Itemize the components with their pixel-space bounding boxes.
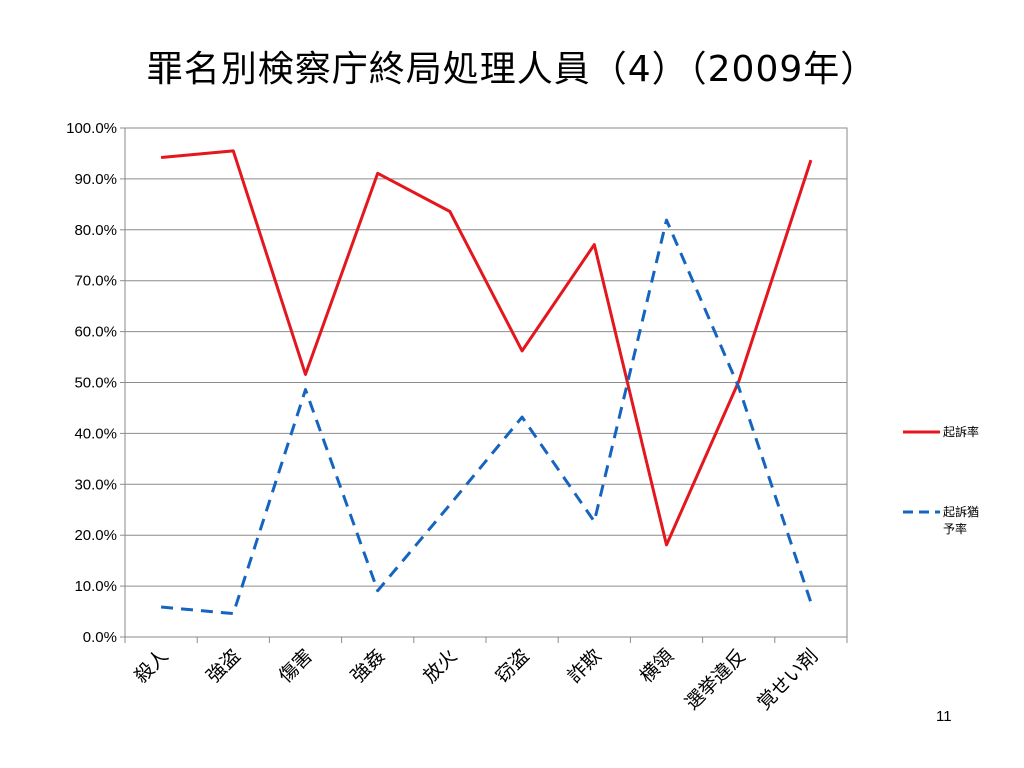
legend-label-line: 起訴率 (943, 424, 979, 439)
x-category-label: 選挙違反 (681, 645, 750, 714)
x-category-label: 殺人 (130, 645, 172, 687)
y-tick-label: 30.0% (74, 476, 117, 493)
x-axis-category-labels: 殺人 強盗 傷害 強姦 放火 窃盗 詐欺 横領 選挙違反 覚せい剤 (124, 637, 848, 714)
y-tick-label: 80.0% (74, 222, 117, 239)
slide-title: 罪名別検察庁終局処理人員（4）（2009年） (146, 49, 878, 90)
y-axis-tick-labels: 0.0% 10.0% 20.0% 30.0% 40.0% 50.0% 60.0% 70.0% 8… (66, 120, 117, 646)
x-category-label: 強盗 (202, 645, 244, 687)
x-category-label: 覚せい剤 (753, 645, 822, 714)
x-category-label: 強姦 (347, 645, 389, 687)
x-category-label: 放火 (419, 645, 461, 687)
y-tick-label: 40.0% (74, 425, 117, 442)
x-category-label: 傷害 (275, 645, 317, 687)
x-category-label: 詐欺 (563, 645, 605, 687)
y-tick-label: 60.0% (74, 324, 117, 341)
y-tick-label: 20.0% (74, 527, 117, 544)
y-tick-label: 50.0% (74, 375, 117, 392)
series-lines (160, 149, 813, 616)
y-tick-label: 10.0% (74, 578, 117, 595)
x-category-label: 窃盗 (491, 645, 533, 687)
series-line-2 (160, 218, 813, 616)
y-tick-label: 0.0% (83, 629, 117, 646)
legend-label-line: 起訴猶 (943, 504, 979, 519)
series-line-1 (160, 149, 813, 547)
y-tick-label: 90.0% (74, 171, 117, 188)
y-tick-label: 70.0% (74, 273, 117, 290)
legend-label: 起訴率 (943, 424, 979, 439)
y-tick-label: 100.0% (66, 120, 117, 137)
x-category-label: 横領 (636, 645, 678, 687)
legend-label: 起訴猶予率 (943, 504, 979, 536)
legend-label-line: 予率 (943, 521, 967, 536)
page-number: 11 (936, 708, 952, 725)
